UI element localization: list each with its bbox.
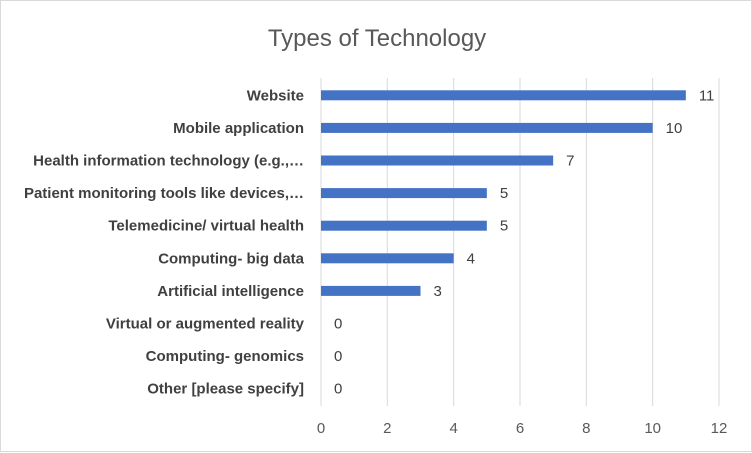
x-tick-label: 4 [449,420,457,437]
x-tick-label: 12 [711,420,728,437]
x-tick-labels: 0 2 4 6 8 10 12 [317,420,728,437]
chart-title: Types of Technology [268,25,486,52]
bar [321,188,487,199]
data-label: 4 [467,250,475,267]
bar [321,253,454,264]
category-label: Computing- genomics [146,348,304,365]
bar [321,90,686,101]
category-label: Website [247,87,304,104]
bar [321,285,421,296]
x-tick-label: 6 [516,420,524,437]
data-label: 11 [699,87,715,104]
category-label: Computing- big data [158,250,304,267]
x-tick-label: 10 [644,420,661,437]
data-label: 7 [566,153,574,170]
category-label: Virtual or augmented reality [106,316,305,333]
category-label: Other [please specify] [147,381,304,398]
data-labels: 11 10 7 5 5 4 3 0 0 0 [334,87,714,397]
category-label: Mobile application [173,120,304,137]
x-tick-label: 8 [582,420,590,437]
data-label: 3 [434,283,442,300]
category-label: Artificial intelligence [157,283,304,300]
data-label: 0 [334,316,342,333]
bar [321,155,554,166]
category-labels: Website Mobile application Health informat… [24,87,305,397]
data-label: 0 [334,348,342,365]
category-label: Health information technology (e.g.,… [33,153,304,170]
x-tick-label: 2 [383,420,391,437]
bar [321,220,487,231]
bar [321,122,653,133]
x-tick-label: 0 [317,420,325,437]
bars [321,90,686,296]
data-label: 10 [666,120,683,137]
data-label: 5 [500,185,508,202]
data-label: 0 [334,381,342,398]
category-label: Telemedicine/ virtual health [108,218,304,235]
data-label: 5 [500,218,508,235]
category-label: Patient monitoring tools like devices,… [24,185,304,202]
